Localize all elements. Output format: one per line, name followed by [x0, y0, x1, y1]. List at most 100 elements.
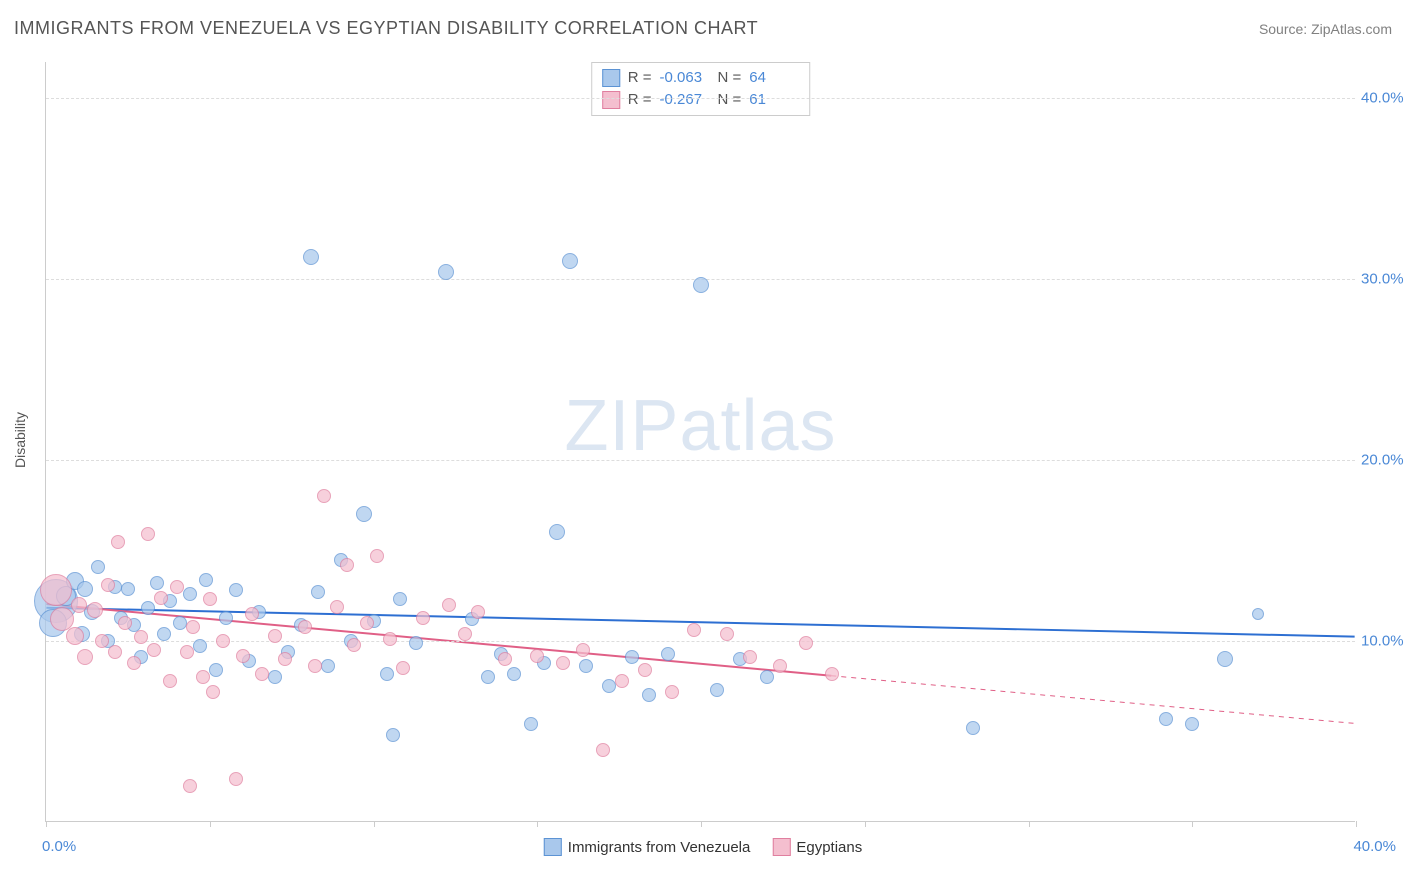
scatter-point	[687, 623, 701, 637]
scatter-point	[1185, 717, 1199, 731]
scatter-point	[481, 670, 495, 684]
scatter-point	[380, 667, 394, 681]
scatter-point	[268, 670, 282, 684]
scatter-point	[661, 647, 675, 661]
scatter-point	[825, 667, 839, 681]
scatter-point	[196, 670, 210, 684]
chart-title: IMMIGRANTS FROM VENEZUELA VS EGYPTIAN DI…	[14, 18, 758, 39]
legend-item-1: Immigrants from Venezuela	[544, 838, 751, 856]
scatter-point	[710, 683, 724, 697]
scatter-point	[180, 645, 194, 659]
scatter-point	[356, 506, 372, 522]
scatter-point	[966, 721, 980, 735]
scatter-point	[77, 649, 93, 665]
scatter-point	[186, 620, 200, 634]
scatter-plot: ZIPatlas R = -0.063 N = 64 R = -0.267 N …	[45, 62, 1355, 822]
scatter-point	[147, 643, 161, 657]
stats-row-1: R = -0.063 N = 64	[602, 67, 800, 89]
scatter-point	[157, 627, 171, 641]
scatter-point	[347, 638, 361, 652]
scatter-point	[173, 616, 187, 630]
scatter-point	[799, 636, 813, 650]
y-tick-label: 20.0%	[1361, 452, 1406, 469]
scatter-point	[409, 636, 423, 650]
scatter-point	[416, 611, 430, 625]
y-tick-label: 10.0%	[1361, 633, 1406, 650]
watermark: ZIPatlas	[564, 385, 836, 467]
scatter-point	[183, 587, 197, 601]
x-tick	[1029, 821, 1030, 827]
series-legend: Immigrants from Venezuela Egyptians	[544, 838, 862, 856]
scatter-point	[383, 632, 397, 646]
scatter-point	[268, 629, 282, 643]
scatter-point	[693, 277, 709, 293]
y-tick-label: 40.0%	[1361, 90, 1406, 107]
r-value-1: -0.063	[660, 67, 710, 89]
n-value-1: 64	[749, 67, 799, 89]
scatter-point	[95, 634, 109, 648]
scatter-point	[308, 659, 322, 673]
scatter-point	[760, 670, 774, 684]
scatter-point	[229, 772, 243, 786]
scatter-point	[317, 489, 331, 503]
trend-lines	[46, 62, 1355, 821]
scatter-point	[108, 645, 122, 659]
scatter-point	[209, 663, 223, 677]
scatter-point	[576, 643, 590, 657]
scatter-point	[370, 549, 384, 563]
scatter-point	[396, 661, 410, 675]
swatch-series-2	[602, 91, 620, 109]
scatter-point	[498, 652, 512, 666]
scatter-point	[193, 639, 207, 653]
scatter-point	[150, 576, 164, 590]
scatter-point	[665, 685, 679, 699]
x-tick	[374, 821, 375, 827]
scatter-point	[121, 582, 135, 596]
scatter-point	[602, 679, 616, 693]
scatter-point	[236, 649, 250, 663]
scatter-point	[311, 585, 325, 599]
scatter-point	[163, 674, 177, 688]
scatter-point	[596, 743, 610, 757]
scatter-point	[625, 650, 639, 664]
scatter-point	[442, 598, 456, 612]
x-tick	[537, 821, 538, 827]
scatter-point	[229, 583, 243, 597]
n-value-2: 61	[749, 89, 799, 111]
x-tick	[210, 821, 211, 827]
scatter-point	[1252, 608, 1264, 620]
scatter-point	[743, 650, 757, 664]
scatter-point	[720, 627, 734, 641]
x-end-label: 40.0%	[1353, 838, 1396, 855]
scatter-point	[298, 620, 312, 634]
scatter-point	[71, 597, 87, 613]
r-value-2: -0.267	[660, 89, 710, 111]
legend-item-2: Egyptians	[772, 838, 862, 856]
scatter-point	[393, 592, 407, 606]
x-tick	[701, 821, 702, 827]
scatter-point	[219, 611, 233, 625]
x-tick	[865, 821, 866, 827]
scatter-point	[530, 649, 544, 663]
scatter-point	[127, 656, 141, 670]
scatter-point	[101, 578, 115, 592]
scatter-point	[170, 580, 184, 594]
x-tick	[46, 821, 47, 827]
scatter-point	[134, 630, 148, 644]
scatter-point	[471, 605, 485, 619]
scatter-point	[330, 600, 344, 614]
scatter-point	[91, 560, 105, 574]
x-tick	[1356, 821, 1357, 827]
legend-label-1: Immigrants from Venezuela	[568, 839, 751, 856]
scatter-point	[562, 253, 578, 269]
scatter-point	[438, 264, 454, 280]
scatter-point	[216, 634, 230, 648]
scatter-point	[199, 573, 213, 587]
stats-row-2: R = -0.267 N = 61	[602, 89, 800, 111]
scatter-point	[360, 616, 374, 630]
chart-header: IMMIGRANTS FROM VENEZUELA VS EGYPTIAN DI…	[14, 18, 1392, 39]
scatter-point	[549, 524, 565, 540]
y-axis-label: Disability	[12, 412, 28, 468]
gridline-h	[46, 98, 1355, 99]
legend-label-2: Egyptians	[796, 839, 862, 856]
